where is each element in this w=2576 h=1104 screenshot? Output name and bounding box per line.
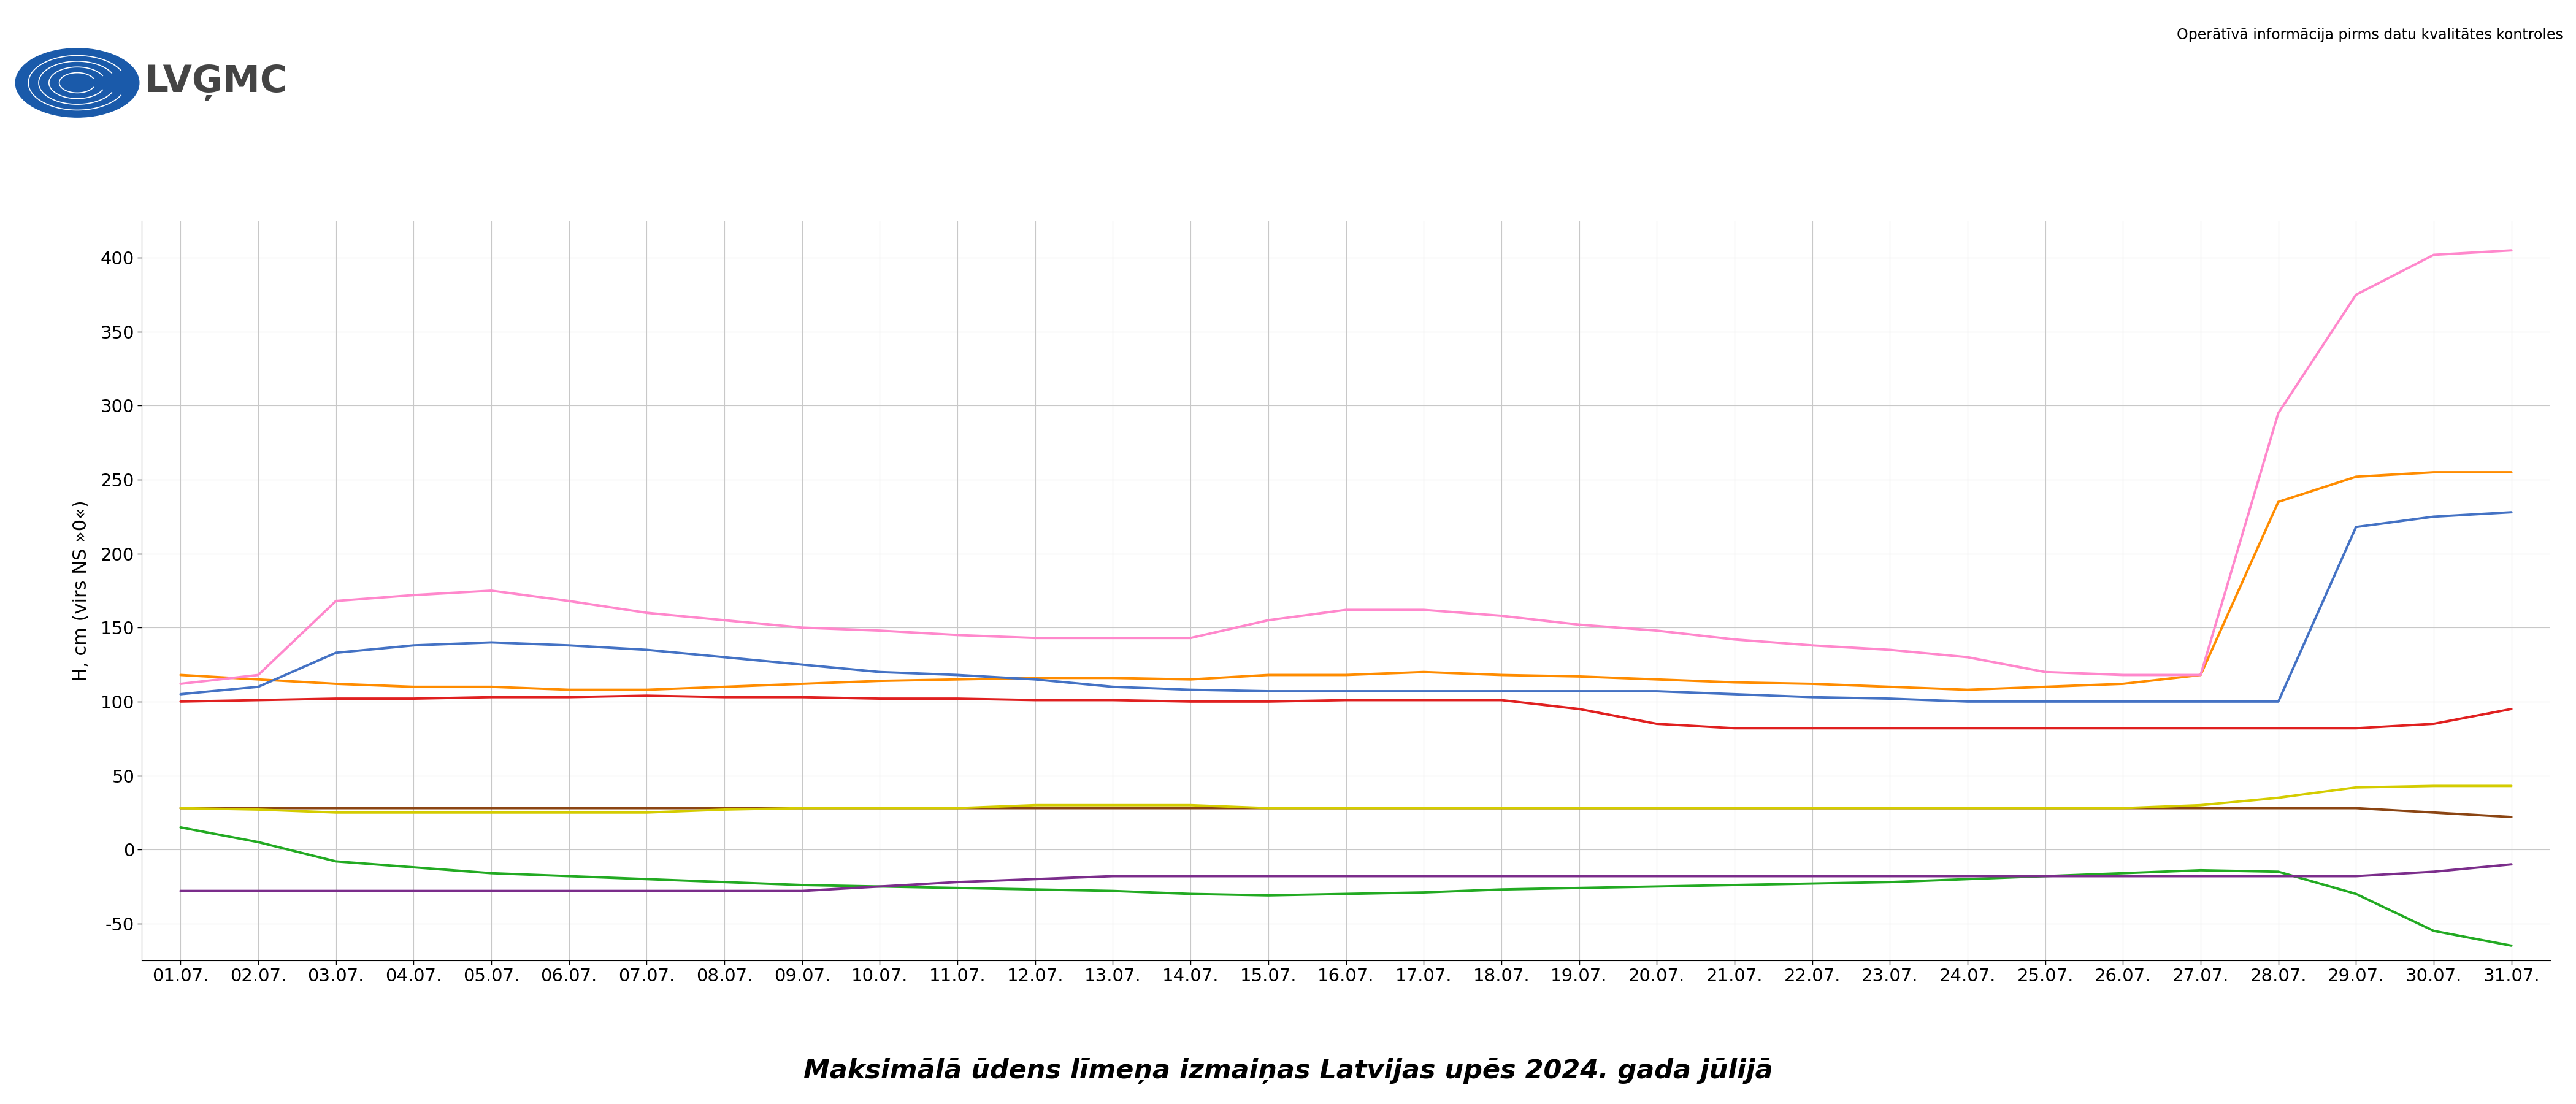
Text: Maksimālā ūdens līmeņa izmaiņas Latvijas upēs 2024. gada jūlijā: Maksimālā ūdens līmeņa izmaiņas Latvijas… bbox=[804, 1058, 1772, 1084]
Text: LVĢMC: LVĢMC bbox=[144, 65, 289, 100]
Y-axis label: H, cm (virs NS »0«): H, cm (virs NS »0«) bbox=[72, 500, 90, 681]
Text: Operātīvā informācija pirms datu kvalitātes kontroles: Operātīvā informācija pirms datu kvalitā… bbox=[2177, 28, 2563, 42]
Circle shape bbox=[15, 49, 139, 117]
